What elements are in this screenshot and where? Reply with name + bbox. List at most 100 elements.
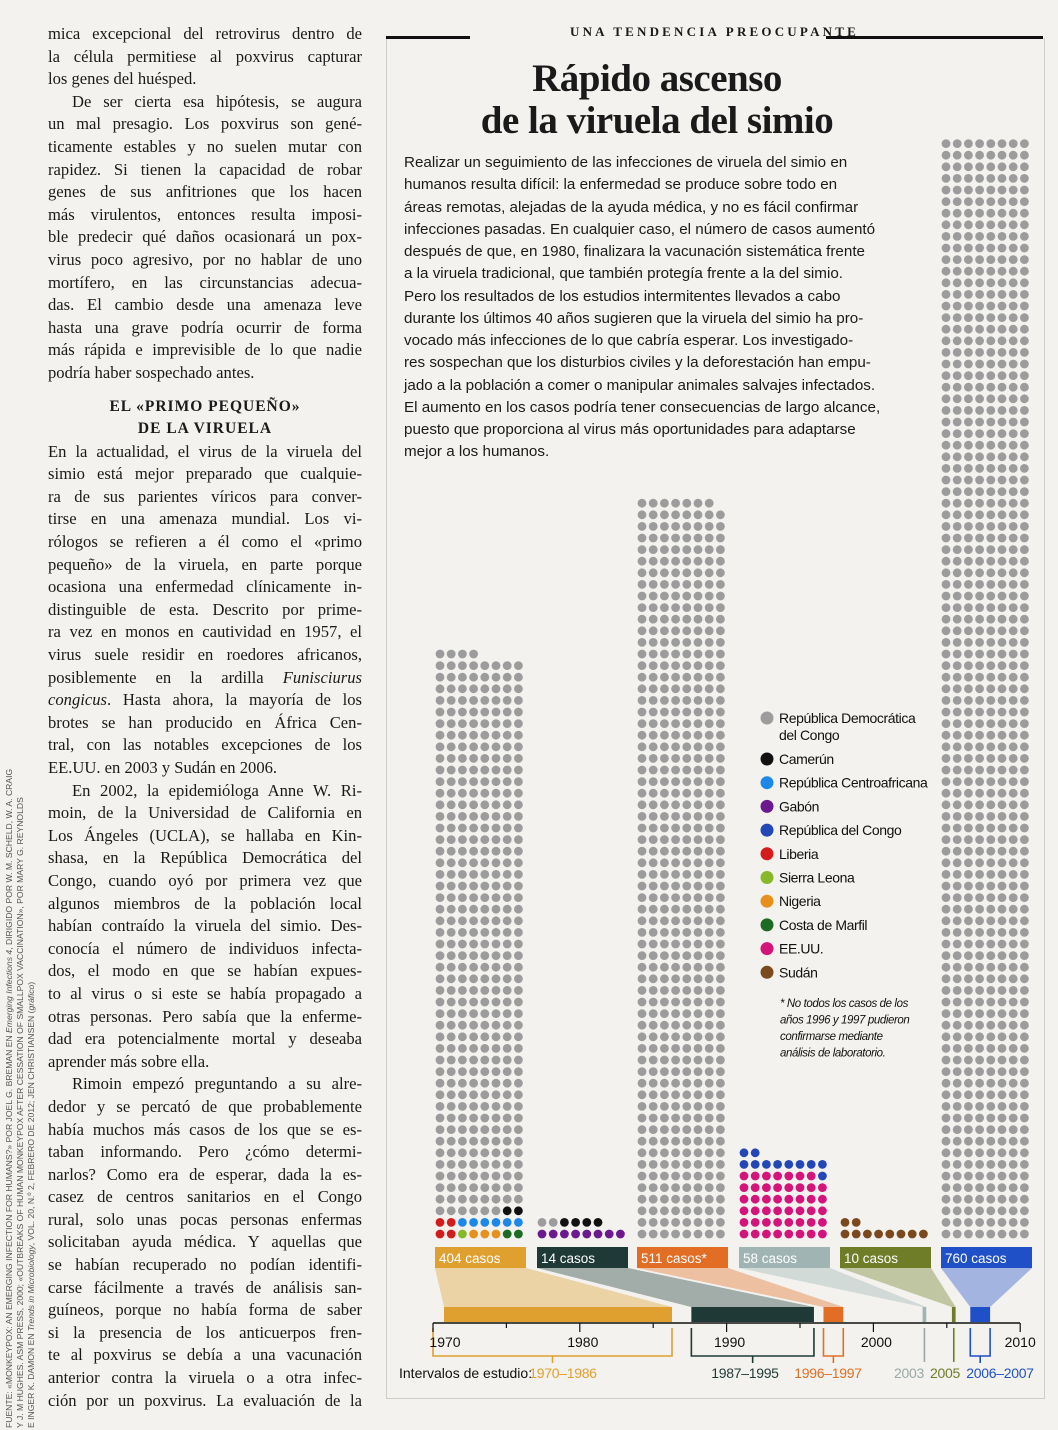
case-dot	[1008, 243, 1018, 253]
case-dot	[986, 591, 996, 601]
case-dot	[952, 1160, 962, 1169]
case-dot	[435, 1113, 445, 1123]
case-dot	[469, 1009, 478, 1018]
case-dot	[682, 881, 692, 891]
case-dot	[986, 139, 996, 149]
case-dot	[682, 696, 692, 705]
case-dot	[660, 904, 669, 914]
case-dot	[997, 638, 1007, 647]
case-dot	[693, 1194, 703, 1204]
case-dot	[446, 1136, 456, 1146]
case-count-label: 14 casos	[541, 1251, 595, 1266]
case-dot	[952, 324, 962, 334]
case-dot	[435, 1102, 445, 1111]
case-dot	[975, 522, 984, 531]
case-dot	[986, 730, 996, 740]
case-dot	[964, 498, 973, 508]
case-dot	[469, 1148, 478, 1158]
case-dot	[952, 823, 962, 833]
legend-swatch	[760, 965, 774, 979]
case-dot	[997, 1078, 1007, 1088]
case-dot	[671, 939, 680, 949]
case-dot	[648, 556, 658, 566]
case-dot	[964, 1102, 973, 1111]
case-dot	[502, 1229, 512, 1239]
case-dot	[671, 719, 680, 728]
case-dot	[952, 1125, 962, 1134]
case-dot	[480, 1020, 490, 1030]
case-dot	[964, 1032, 973, 1042]
case-dot	[458, 904, 467, 914]
case-dot	[458, 858, 467, 868]
case-dot	[952, 893, 962, 902]
case-dot	[941, 928, 951, 937]
case-dot	[874, 1229, 883, 1239]
case-dot	[491, 1148, 501, 1158]
case-dot	[637, 498, 647, 508]
case-dot	[986, 452, 996, 462]
case-dot	[446, 672, 456, 682]
case-dot	[458, 1229, 467, 1239]
case-dot	[941, 162, 951, 172]
case-dot	[941, 1032, 951, 1042]
case-dot	[986, 696, 996, 705]
case-dot	[975, 336, 984, 346]
case-dot	[682, 661, 692, 670]
intro-line: Realizar un seguimiento de las infeccion…	[404, 154, 848, 171]
case-dot	[671, 591, 680, 601]
case-dot	[548, 1229, 558, 1239]
case-dot	[716, 672, 725, 682]
case-dot	[502, 1090, 512, 1100]
case-dot	[941, 765, 951, 775]
case-dot	[704, 939, 714, 949]
case-dot	[997, 591, 1007, 601]
case-dot	[682, 1218, 692, 1227]
case-dot	[458, 928, 467, 937]
case-dot	[637, 765, 647, 775]
case-dot	[1008, 545, 1018, 554]
case-dot	[986, 1183, 996, 1192]
case-dot	[480, 1032, 490, 1042]
case-dot	[514, 719, 523, 728]
text-line: ra vez en monos en cautividad en 1957, e…	[48, 622, 362, 642]
case-dot	[648, 1044, 658, 1053]
text-line: moin, de la Universidad de California en	[48, 803, 362, 823]
case-dot	[941, 510, 951, 520]
case-dot	[648, 1194, 658, 1204]
interval-label: 2003	[894, 1365, 924, 1381]
case-dot	[682, 730, 692, 740]
case-dot	[693, 1136, 703, 1146]
case-dot	[704, 730, 714, 740]
case-dot	[952, 1136, 962, 1146]
case-dot	[704, 742, 714, 752]
legend-item: Gabón	[760, 798, 819, 814]
text-line: shasa, en la República Democrática del	[48, 848, 362, 868]
case-dot	[941, 545, 951, 554]
case-dot	[941, 684, 951, 694]
case-dot	[941, 649, 951, 659]
case-dot	[1020, 336, 1029, 346]
legend-label: EE.UU.	[779, 941, 823, 957]
case-dot	[469, 974, 478, 984]
case-dot	[469, 661, 478, 670]
case-dot	[986, 290, 996, 299]
case-dot	[458, 1102, 467, 1111]
case-dot	[469, 742, 478, 752]
case-dot	[1008, 962, 1018, 972]
case-dot	[964, 208, 973, 218]
case-dot	[997, 556, 1007, 566]
intro-line: mejor a los humanos.	[404, 443, 550, 461]
case-dot	[975, 939, 984, 949]
case-dot	[671, 638, 680, 647]
case-dot	[716, 545, 725, 554]
case-dot	[1020, 846, 1029, 856]
case-dot	[480, 1090, 490, 1100]
case-dot	[941, 150, 951, 160]
case-dot	[648, 974, 658, 984]
case-dot	[704, 498, 714, 508]
case-dot	[1008, 696, 1018, 705]
case-dot	[446, 777, 456, 786]
case-dot	[458, 1194, 467, 1204]
case-dot	[682, 1032, 692, 1042]
case-dot	[458, 707, 467, 717]
